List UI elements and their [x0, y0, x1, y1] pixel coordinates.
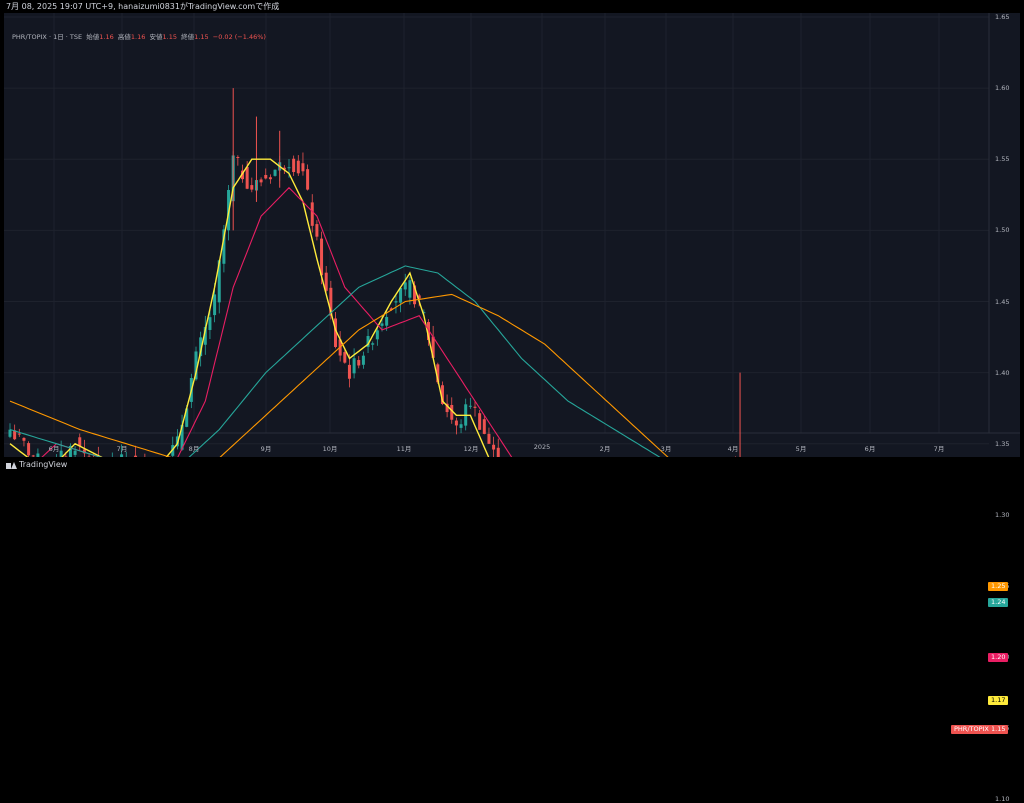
candle-body [469, 406, 472, 407]
candle-body [311, 202, 314, 225]
candle-body [371, 343, 374, 344]
candle-body [301, 163, 304, 171]
candle-body [213, 294, 216, 315]
header-bar: 7月 08, 2025 19:07 UTC+9, hanaizumi0831がT… [0, 0, 1024, 13]
price-tag: 1.24 [988, 598, 1008, 607]
candle-body [348, 365, 351, 379]
legend-low-value: 1.15 [163, 33, 177, 41]
candle-body [306, 169, 309, 189]
candle-body [250, 185, 253, 190]
y-tick-label: 1.15 [995, 724, 1009, 732]
candle-body [236, 157, 239, 158]
y-tick-label: 1.20 [995, 653, 1009, 661]
y-tick-label: 1.30 [995, 511, 1009, 519]
candle-body [492, 445, 495, 450]
candle-body [260, 179, 263, 182]
grid-lines [4, 13, 989, 457]
candle-body [385, 317, 388, 326]
legend-symbol: PHR/TOPIX · 1日 · TSE [12, 33, 82, 41]
candle-body [32, 455, 35, 456]
candle-body [343, 352, 346, 363]
legend: PHR/TOPIX · 1日 · TSE 始値1.16 高値1.16 安値1.1… [12, 31, 266, 41]
candle-body [376, 330, 379, 339]
candle-body [315, 224, 318, 237]
legend-change: −0.02 (−1.46%) [213, 33, 266, 41]
candles [9, 88, 951, 457]
candle-body [274, 170, 277, 176]
candle-body [27, 443, 30, 455]
candle-body [18, 434, 21, 435]
candle-body [353, 358, 356, 373]
candle-body [264, 175, 267, 178]
legend-open-label: 始値 [86, 33, 99, 41]
legend-close-value: 1.15 [194, 33, 208, 41]
candle-body [288, 167, 291, 168]
brand-name: TradingView [19, 460, 67, 469]
legend-close-label: 終値 [181, 33, 194, 41]
symbol-price-tag: PHR/TOPIX [951, 725, 992, 734]
legend-high-label: 高値 [118, 33, 131, 41]
candle-body [78, 437, 81, 446]
price-tag: 1.20 [988, 653, 1008, 662]
candle-body [478, 413, 481, 430]
publisher-text: hanaizumi0831がTradingView.comで作成 [118, 2, 279, 11]
candle-body [483, 419, 486, 434]
candle-body [74, 451, 77, 455]
candle-body [36, 454, 39, 457]
candle-body [408, 280, 411, 297]
candle-body [460, 424, 463, 428]
y-tick-label: 1.10 [995, 795, 1009, 803]
candle-body [394, 301, 397, 302]
candle-body [134, 456, 137, 457]
tradingview-logo-icon [6, 461, 16, 469]
candle-body [404, 282, 407, 289]
candle-body [455, 421, 458, 426]
legend-open-value: 1.16 [99, 33, 113, 41]
candle-body [474, 407, 477, 408]
candle-body [246, 167, 249, 189]
candle-body [292, 159, 295, 172]
candle-body [362, 356, 365, 365]
candle-body [120, 454, 123, 457]
candle-body [297, 161, 300, 174]
candle-body [9, 430, 12, 437]
candle-body [357, 360, 360, 365]
candle-body [497, 448, 500, 457]
candle-body [381, 323, 384, 325]
candle-body [487, 434, 490, 444]
y-tick-label: 1.25 [995, 582, 1009, 590]
candle-body [269, 177, 272, 179]
price-tag: 1.25 [988, 582, 1008, 591]
price-tag: 1.15 [988, 725, 1008, 734]
candle-body [22, 438, 25, 441]
legend-low-label: 安値 [150, 33, 163, 41]
price-tag: 1.17 [988, 696, 1008, 705]
legend-high-value: 1.16 [131, 33, 145, 41]
candle-body [208, 317, 211, 330]
footer: TradingView [6, 458, 67, 472]
chart-frame: 7月 08, 2025 19:07 UTC+9, hanaizumi0831がT… [0, 0, 1024, 474]
price-chart[interactable] [4, 13, 1020, 457]
timestamp: 7月 08, 2025 19:07 UTC+9 [6, 2, 113, 11]
